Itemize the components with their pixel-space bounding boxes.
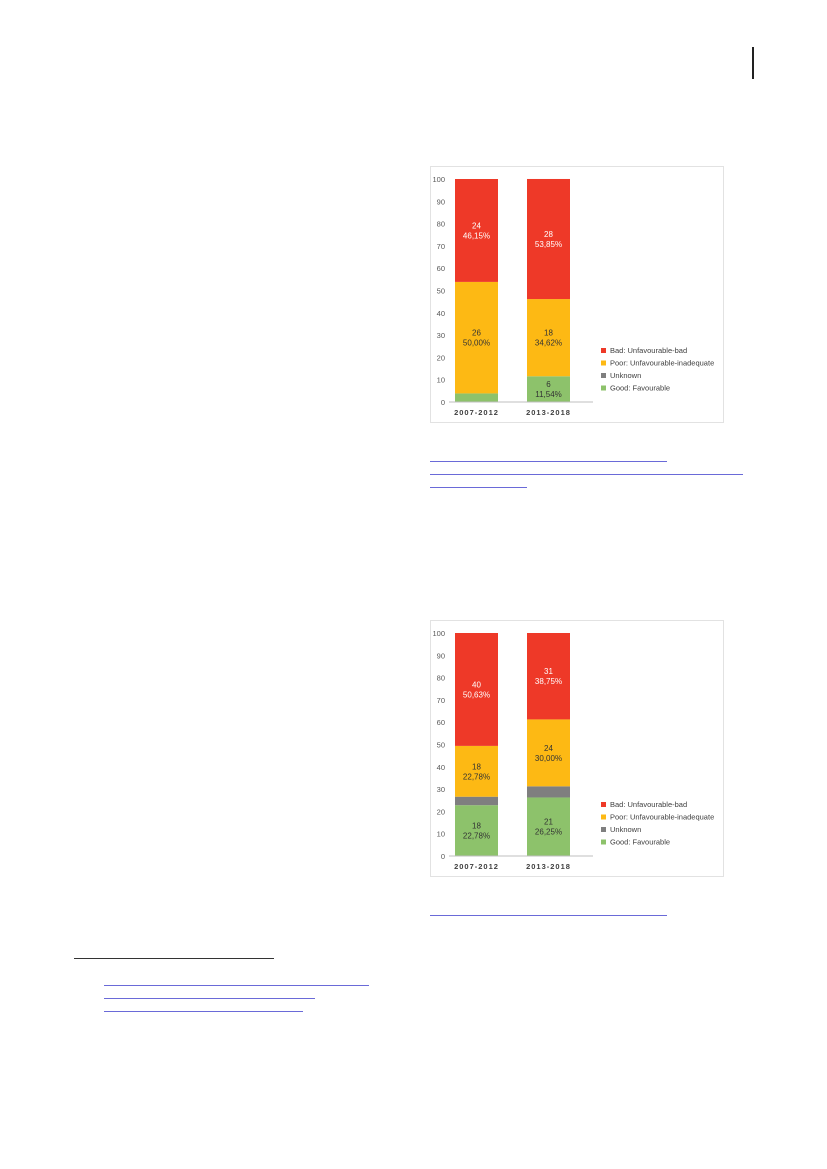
- data-label-count: 40: [472, 680, 481, 689]
- data-label-count: 21: [544, 818, 553, 827]
- x-category-label: 2013-2018: [526, 862, 571, 871]
- bar-segment: [527, 376, 570, 402]
- legend-label: Poor: Unfavourable-inadequate: [610, 359, 714, 368]
- y-tick-label: 40: [437, 309, 445, 318]
- y-tick-label: 60: [437, 718, 445, 727]
- y-tick-label: 100: [432, 629, 445, 638]
- stacked-bar-chart-2: 0 10 20 30 40 50 60 70 80 90 100 18 22,78% 18 22,78% 40…: [430, 620, 724, 877]
- stacked-bar-chart-1: 0 10 20 30 40 50 60 70 80 90 100 26 50,00% 24 46,15% 20…: [430, 166, 724, 423]
- data-label-count: 26: [472, 329, 481, 338]
- legend-swatch: [601, 385, 606, 391]
- data-label-percent: 26,25%: [535, 828, 562, 837]
- legend-label: Good: Favourable: [610, 838, 670, 847]
- y-tick-label: 40: [437, 763, 445, 772]
- data-label-percent: 50,63%: [463, 690, 490, 699]
- bar-segment: [455, 633, 498, 746]
- legend-label: Unknown: [610, 371, 641, 380]
- y-tick-label: 30: [437, 331, 445, 340]
- footnote-separator: [74, 958, 274, 959]
- data-label-percent: 50,00%: [463, 339, 490, 348]
- data-label-count: 28: [544, 230, 553, 239]
- y-tick-label: 50: [437, 287, 445, 296]
- data-label-count: 6: [546, 380, 551, 389]
- legend-label: Bad: Unfavourable-bad: [610, 800, 687, 809]
- data-label-percent: 22,78%: [463, 772, 490, 781]
- legend-swatch: [601, 802, 606, 807]
- y-tick-label: 20: [437, 807, 445, 816]
- link-line[interactable]: [430, 461, 667, 462]
- legend-swatch: [601, 373, 606, 378]
- footnote-link-line[interactable]: [104, 998, 315, 999]
- data-label-percent: 46,15%: [463, 231, 490, 240]
- data-label-count: 24: [472, 221, 481, 230]
- data-label-percent: 11,54%: [535, 390, 562, 399]
- bar-segment: [455, 805, 498, 856]
- data-label-percent: 30,00%: [535, 754, 562, 763]
- bar-segment: [527, 786, 570, 798]
- legend-label: Bad: Unfavourable-bad: [610, 346, 687, 355]
- legend-swatch: [601, 827, 606, 832]
- bar-segment: [527, 797, 570, 856]
- legend-swatch: [601, 348, 606, 353]
- y-tick-label: 30: [437, 785, 445, 794]
- legend-swatch: [601, 814, 606, 820]
- y-tick-label: 0: [441, 852, 445, 861]
- bar-segment: [455, 745, 498, 797]
- bar-segment: [455, 393, 498, 402]
- y-tick-label: 70: [437, 696, 445, 705]
- y-tick-label: 80: [437, 674, 445, 683]
- data-label-count: 31: [544, 667, 553, 676]
- x-category-label: 2007-2012: [454, 408, 499, 417]
- y-tick-label: 20: [437, 353, 445, 362]
- data-label-count: 18: [544, 329, 553, 338]
- x-category-label: 2007-2012: [454, 862, 499, 871]
- bar-segment: [527, 719, 570, 787]
- legend-swatch: [601, 360, 606, 366]
- link-line[interactable]: [430, 915, 667, 916]
- footnote-link-line[interactable]: [104, 985, 369, 986]
- y-tick-label: 100: [432, 175, 445, 184]
- link-line[interactable]: [430, 487, 527, 488]
- y-tick-label: 90: [437, 197, 445, 206]
- data-label-percent: 22,78%: [463, 832, 490, 841]
- legend-label: Poor: Unfavourable-inadequate: [610, 813, 714, 822]
- y-tick-label: 90: [437, 651, 445, 660]
- y-tick-label: 70: [437, 242, 445, 251]
- bar-segment: [455, 796, 498, 806]
- link-line[interactable]: [430, 474, 743, 475]
- bar-segment: [527, 299, 570, 377]
- data-label-percent: 53,85%: [535, 240, 562, 249]
- y-tick-label: 50: [437, 741, 445, 750]
- data-label-count: 18: [472, 762, 481, 771]
- y-tick-label: 0: [441, 398, 445, 407]
- bar-segment: [527, 633, 570, 720]
- footnote-link-line[interactable]: [104, 1011, 303, 1012]
- y-tick-label: 80: [437, 220, 445, 229]
- y-tick-label: 60: [437, 264, 445, 273]
- data-label-percent: 38,75%: [535, 677, 562, 686]
- y-tick-label: 10: [437, 376, 445, 385]
- legend-label: Unknown: [610, 825, 641, 834]
- legend-label: Good: Favourable: [610, 384, 670, 393]
- bar-segment: [455, 179, 498, 282]
- data-label-count: 18: [472, 822, 481, 831]
- data-label-percent: 34,62%: [535, 339, 562, 348]
- data-label-count: 24: [544, 744, 553, 753]
- legend-swatch: [601, 839, 606, 845]
- bar-segment: [455, 281, 498, 394]
- page-corner-mark: [752, 47, 754, 79]
- x-category-label: 2013-2018: [526, 408, 571, 417]
- y-tick-label: 10: [437, 830, 445, 839]
- chart-2-svg: 01020304050607080901001822,78%1822,78%40…: [432, 629, 714, 871]
- bar-segment: [527, 178, 570, 300]
